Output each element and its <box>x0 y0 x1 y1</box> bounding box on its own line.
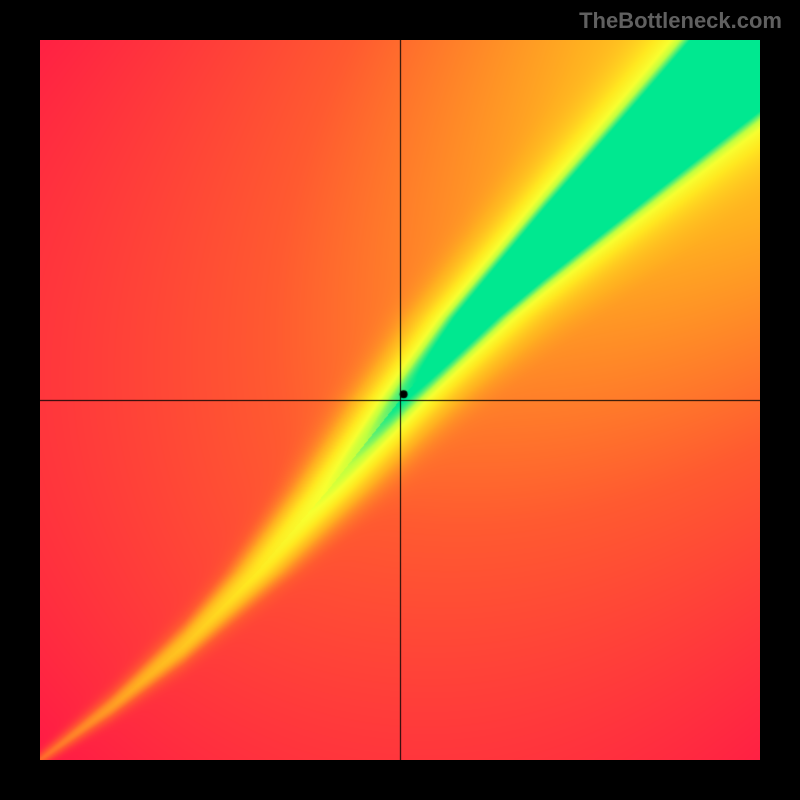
watermark-text: TheBottleneck.com <box>579 8 782 34</box>
heatmap-canvas <box>40 40 760 760</box>
heatmap-plot <box>40 40 760 760</box>
